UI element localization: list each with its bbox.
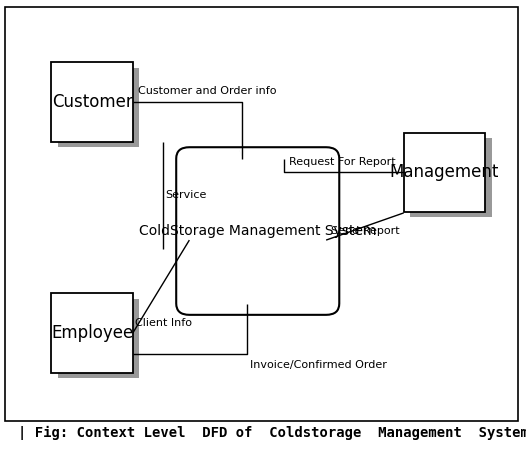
FancyBboxPatch shape <box>57 67 139 147</box>
Text: Invoice/Confirmed Order: Invoice/Confirmed Order <box>250 360 387 371</box>
FancyBboxPatch shape <box>51 294 133 372</box>
Text: Management: Management <box>390 163 499 181</box>
FancyBboxPatch shape <box>5 7 518 421</box>
Text: Request For Report: Request For Report <box>289 157 396 167</box>
Text: Customer and Order info: Customer and Order info <box>138 87 277 96</box>
Text: Customer: Customer <box>52 93 133 111</box>
Text: | Fig: Context Level  DFD of  Coldstorage  Management  System: | Fig: Context Level DFD of Coldstorage … <box>18 425 526 440</box>
FancyBboxPatch shape <box>51 62 133 141</box>
Text: Service: Service <box>166 190 207 200</box>
FancyBboxPatch shape <box>410 138 491 217</box>
Text: Employee: Employee <box>51 324 133 342</box>
Text: Send Report: Send Report <box>331 226 400 236</box>
Text: Client Info: Client Info <box>136 318 193 328</box>
FancyBboxPatch shape <box>57 299 139 378</box>
Text: ColdStorage Management System: ColdStorage Management System <box>139 224 377 238</box>
FancyBboxPatch shape <box>176 147 339 315</box>
FancyBboxPatch shape <box>404 132 485 212</box>
